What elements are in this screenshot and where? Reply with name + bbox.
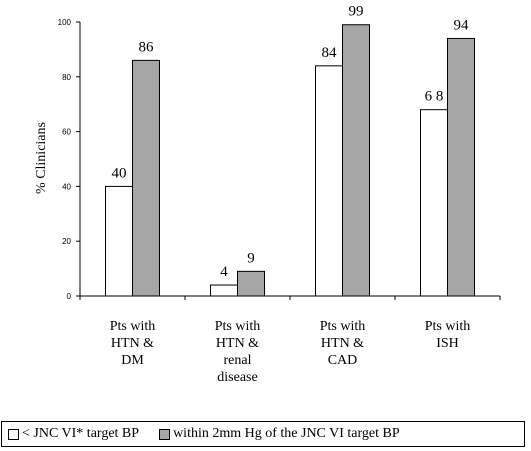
category-label-line: Pts with xyxy=(320,319,366,334)
legend-item-within-2mm: within 2mm Hg of the JNC VI target BP xyxy=(153,426,400,442)
y-tick-label: 60 xyxy=(62,128,71,137)
data-label: 86 xyxy=(139,39,155,55)
bar-within-2mm xyxy=(132,59,160,297)
category-label-line: CAD xyxy=(328,353,358,368)
category-label-line: Pts with xyxy=(110,319,156,334)
bar-below-target xyxy=(420,109,448,297)
category-label-line: HTN & xyxy=(111,336,154,351)
y-axis-title: % Clinicians xyxy=(34,122,49,194)
y-tick-label: 40 xyxy=(62,182,71,191)
category-label-line: disease xyxy=(217,370,257,385)
legend-label-within-2mm: within 2mm Hg of the JNC VI target BP xyxy=(173,426,400,441)
category-label-line: HTN & xyxy=(321,336,364,351)
plot-area: 0 20 40 60 80 100 40 86 Pts with HTN & DM 4 9 Pts wit… xyxy=(58,4,501,385)
bar-below-target xyxy=(315,65,343,297)
legend-item-below-target: < JNC VI* target BP xyxy=(2,426,139,442)
y-tick-label: 80 xyxy=(62,73,71,82)
data-label: 9 xyxy=(247,250,255,266)
y-tick-label: 0 xyxy=(67,292,72,301)
bar-within-2mm xyxy=(237,270,265,297)
category-label-line: DM xyxy=(121,353,144,368)
legend: < JNC VI* target BP within 2mm Hg of the… xyxy=(1,421,525,447)
bar-below-target xyxy=(105,185,133,297)
data-label: 99 xyxy=(349,4,364,20)
category-label-line: ISH xyxy=(436,336,459,351)
category-label: Pts with HTN & renal disease xyxy=(215,319,261,385)
legend-swatch-white xyxy=(8,428,19,440)
data-label: 6 8 xyxy=(425,89,444,105)
category-label-line: Pts with xyxy=(215,319,261,334)
data-label: 84 xyxy=(322,45,338,61)
data-label: 94 xyxy=(454,17,470,33)
y-tick-label: 100 xyxy=(58,18,72,27)
category-label-line: renal xyxy=(224,353,252,368)
category-label-line: Pts with xyxy=(425,319,471,334)
data-label: 40 xyxy=(112,165,127,181)
y-tick-label: 20 xyxy=(62,237,71,246)
legend-label-below-target: < JNC VI* target BP xyxy=(22,426,140,441)
bar-within-2mm xyxy=(342,24,370,297)
category-label: Pts with ISH xyxy=(425,319,471,351)
data-label: 4 xyxy=(220,264,228,280)
category-label: Pts with HTN & DM xyxy=(110,319,156,368)
category-label: Pts with HTN & CAD xyxy=(320,319,366,368)
bar-within-2mm xyxy=(447,37,475,297)
category-label-line: HTN & xyxy=(216,336,259,351)
bar-below-target xyxy=(210,284,238,297)
legend-swatch-gray xyxy=(159,428,171,440)
